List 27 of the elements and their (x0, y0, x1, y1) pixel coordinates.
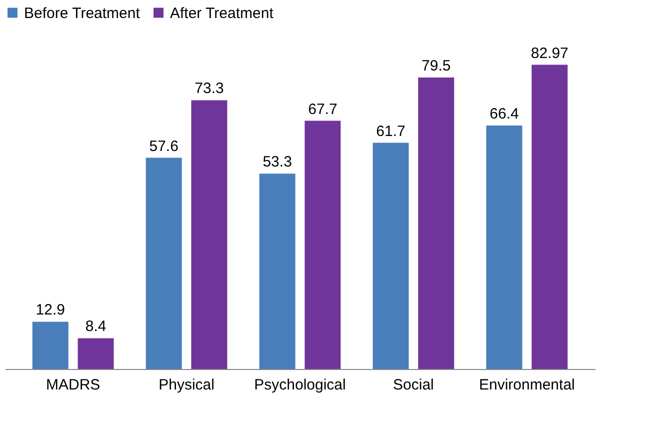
bar (78, 338, 114, 369)
bar (418, 78, 454, 369)
data-label: 82.97 (530, 44, 568, 62)
data-label: 12.9 (36, 302, 65, 319)
x-tick-label: MADRS (46, 376, 100, 394)
bar (486, 126, 522, 369)
legend-label: Before Treatment (24, 4, 141, 22)
x-tick-label: Psychological (254, 376, 346, 394)
data-label: 61.7 (376, 122, 406, 140)
data-label: 79.5 (422, 58, 451, 74)
x-tick-label: Social (393, 376, 434, 394)
x-tick-label: Environmental (478, 376, 575, 394)
data-label: 73.3 (194, 80, 224, 98)
bar (191, 100, 228, 369)
bar (146, 158, 182, 369)
data-label: 53.3 (262, 154, 292, 171)
legend-label: After Treatment (170, 4, 274, 22)
data-label: 57.6 (149, 138, 178, 155)
bar (372, 142, 409, 369)
bar (32, 322, 68, 369)
data-label: 66.4 (490, 106, 519, 123)
x-tick-label: Physical (158, 376, 214, 394)
bar (532, 64, 568, 369)
bar (259, 174, 296, 369)
data-label: 8.4 (85, 318, 106, 336)
bar (304, 120, 341, 369)
data-label: 67.7 (308, 100, 338, 118)
